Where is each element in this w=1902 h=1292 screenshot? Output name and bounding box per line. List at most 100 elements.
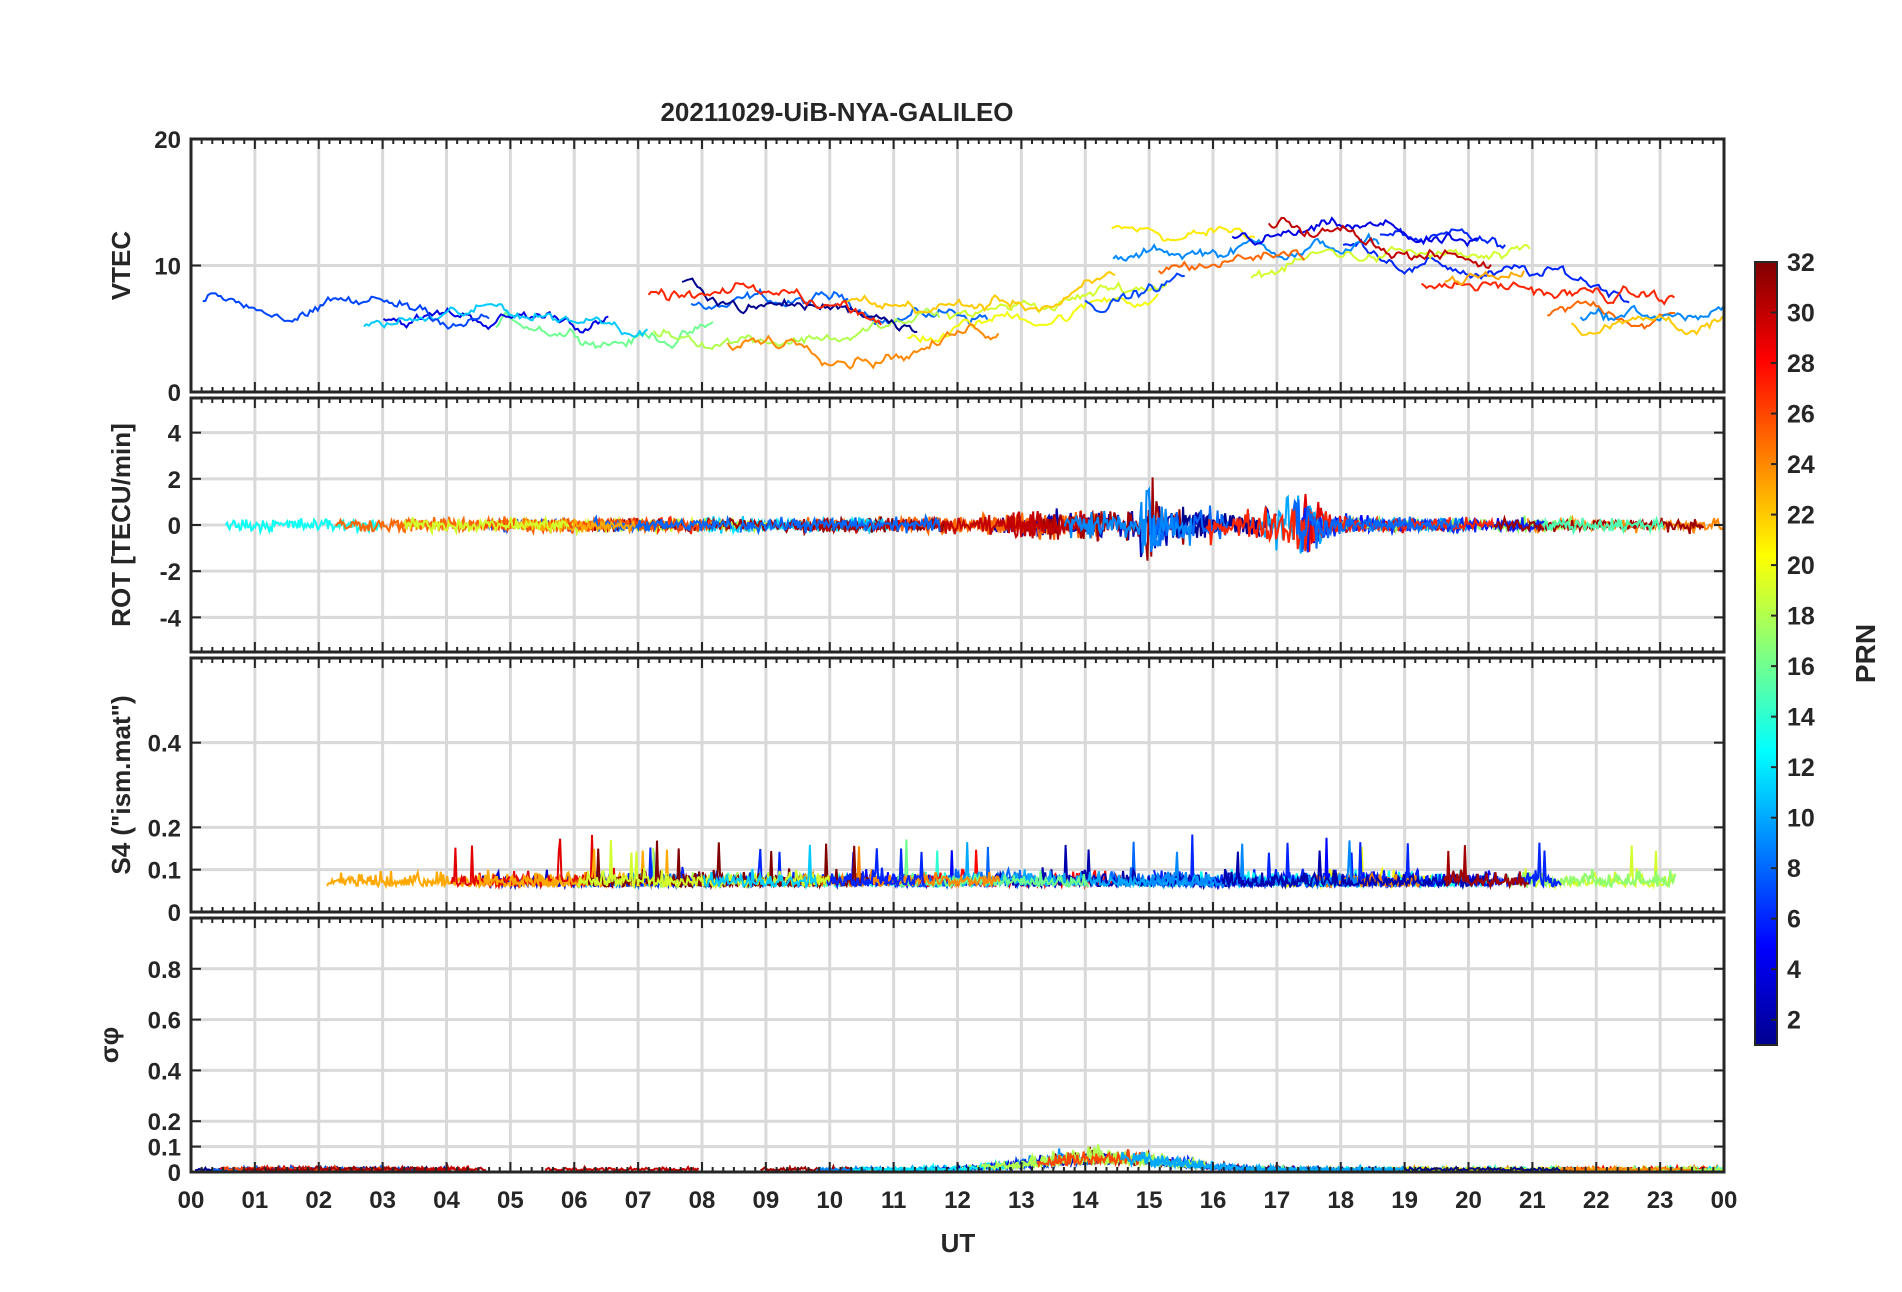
y-tick-label: -2 (160, 559, 181, 586)
y-tick-label: 0.4 (148, 1058, 182, 1085)
colorbar-tick-label: 6 (1787, 906, 1801, 934)
series-line-prn (202, 292, 490, 330)
series-line-prn (1267, 216, 1492, 270)
series-line-prn (1559, 1164, 1692, 1172)
x-tick-label: 05 (497, 1187, 524, 1214)
x-tick-label: 03 (369, 1187, 396, 1214)
x-tick-label: 15 (1136, 1187, 1163, 1214)
series-line-prn (1444, 270, 1525, 286)
series-line-prn (591, 514, 733, 533)
x-tick-label: 07 (625, 1187, 652, 1214)
series-line-prn (1231, 216, 1478, 248)
series-line-prn (1579, 304, 1724, 322)
colorbar-tick-label: 28 (1787, 350, 1815, 378)
x-tick-label: 12 (944, 1187, 971, 1214)
series-line-prn (702, 844, 818, 890)
series-line-prn (495, 309, 714, 350)
y-tick-label: 10 (154, 254, 181, 281)
x-tick-label: 08 (689, 1187, 716, 1214)
y-tick-label: 0.2 (148, 1109, 181, 1136)
y-tick-label: 4 (168, 421, 182, 448)
colorbar-tick-label: 4 (1787, 956, 1801, 984)
series-line-prn (681, 277, 918, 334)
y-tick-label: 0.1 (148, 1135, 181, 1162)
colorbar-label: PRN (1850, 624, 1881, 683)
series-line-prn (826, 848, 925, 891)
y-tick-label: 0 (168, 1160, 181, 1187)
traces-rot (224, 477, 1724, 561)
x-tick-label: 13 (1008, 1187, 1035, 1214)
series-line-prn (1342, 238, 1630, 304)
series-line-prn (647, 282, 882, 326)
series-line-prn (1570, 315, 1724, 336)
y-tick-label: 20 (154, 127, 181, 154)
x-tick-label: 06 (561, 1187, 588, 1214)
series-line-prn (843, 270, 1116, 315)
colorbar-tick-label: 20 (1787, 552, 1815, 580)
series-line-prn (1541, 515, 1664, 536)
panel-rot: -4 -2 0 2 4 ROT [TECU/min] (106, 396, 1726, 654)
x-tick-label: 23 (1647, 1187, 1674, 1214)
colorbar-tick-label: 8 (1787, 855, 1801, 883)
series-line-prn (1443, 845, 1529, 891)
series-line-prn (1546, 300, 1676, 330)
series-line-prn (946, 280, 1168, 321)
y-tick-label: 0 (168, 900, 181, 927)
series-line-prn (1036, 1149, 1144, 1169)
colorbar-tick-label: 2 (1787, 1007, 1801, 1035)
series-line-prn (1112, 232, 1380, 262)
series-line-prn (1250, 243, 1531, 279)
y-axis-label: σφ (94, 1027, 124, 1063)
x-axis-label: UT (941, 1228, 976, 1258)
series-line-prn (544, 1164, 700, 1172)
series-line-prn (1493, 514, 1705, 535)
x-tick-label: 02 (305, 1187, 332, 1214)
x-tick-label: 17 (1264, 1187, 1291, 1214)
colorbar-tick-label: 24 (1787, 451, 1815, 479)
colorbar-tick-label: 14 (1787, 704, 1815, 732)
y-axis-label: ROT [TECU/min] (106, 423, 136, 627)
x-tick-label: 20 (1455, 1187, 1482, 1214)
series-line-prn (1111, 224, 1256, 242)
colorbar-tick-label: 30 (1787, 300, 1815, 328)
y-axis-label: VTEC (106, 231, 136, 301)
x-tick-label: 21 (1519, 1187, 1546, 1214)
series-line-prn (690, 287, 989, 327)
chart-title: 20211029-UiB-NYA-GALILEO (660, 97, 1013, 127)
colorbar-tick-label: 16 (1787, 653, 1815, 681)
series-line-prn (224, 517, 384, 536)
colorbar-tick-label: 22 (1787, 502, 1815, 530)
series-line-prn (1292, 498, 1460, 553)
x-tick-label: 14 (1072, 1187, 1099, 1214)
traces-sigma_phi (195, 1144, 1724, 1172)
x-tick-label: 00 (1711, 1187, 1738, 1214)
colorbar-tick-label: 32 (1787, 249, 1815, 277)
y-tick-label: 0.1 (148, 858, 181, 885)
series-line-prn (652, 307, 941, 351)
y-tick-label: 0.6 (148, 1008, 181, 1035)
traces-vtec (202, 216, 1724, 370)
series-line-prn (1420, 280, 1676, 306)
traces-s4 (326, 834, 1677, 891)
x-tick-label: 16 (1200, 1187, 1227, 1214)
series-line-prn (1157, 249, 1306, 275)
y-tick-label: 0.4 (148, 731, 182, 758)
panel-s4: 0 0.1 0.2 0.4 S4 ("ism.mat") (106, 656, 1726, 927)
series-line-prn (402, 514, 570, 537)
y-tick-label: 0.2 (148, 815, 181, 842)
series-line-prn (994, 844, 1231, 891)
x-tick-label: 00 (178, 1187, 205, 1214)
panel-vtec: 0 10 20 VTEC (106, 127, 1726, 407)
y-tick-label: 0 (168, 380, 181, 407)
colorbar-tick-label: 10 (1787, 805, 1815, 833)
series-line-prn (1063, 486, 1193, 554)
y-tick-label: 0.8 (148, 957, 181, 984)
panel-sigma_phi: 00.10.2 0.4 0.6 0.8 σφ 00 01 02 03 04 05 06 07 08 09 10… (94, 916, 1738, 1214)
x-tick-label: 11 (881, 1187, 906, 1214)
series-line-prn (1084, 272, 1185, 314)
x-tick-label: 09 (753, 1187, 780, 1214)
y-axis-label: S4 ("ism.mat") (106, 695, 136, 874)
